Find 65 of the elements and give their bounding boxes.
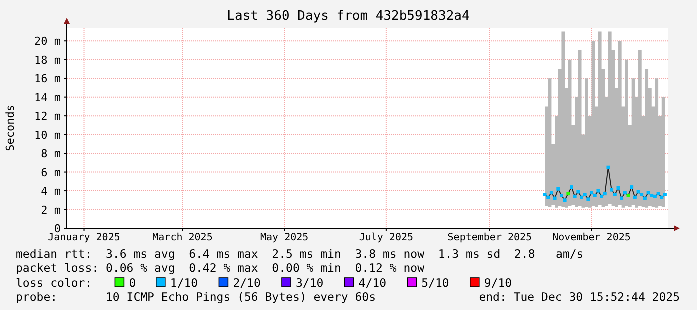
point	[563, 198, 567, 202]
point	[663, 193, 667, 197]
y-tick-label: 20 m	[34, 35, 62, 48]
point	[606, 166, 610, 170]
point	[630, 186, 634, 190]
legend-label: 0	[129, 276, 136, 290]
point	[570, 186, 574, 190]
point	[560, 194, 564, 198]
legend-label: 9/10	[484, 276, 512, 290]
point	[550, 191, 554, 195]
point	[596, 189, 600, 193]
y-axis-title: Seconds	[4, 105, 17, 152]
text: end: Tue Dec 30 15:52:44 2025	[479, 290, 680, 304]
text: median rtt: 3.6 ms avg 6.4 ms max 2.5 ms min 3.8 ms now 1.3 ms sd 2.8 am/s	[16, 247, 584, 261]
point	[583, 193, 587, 197]
point	[640, 193, 644, 197]
x-tick-label: March 2025	[152, 232, 213, 244]
point	[643, 196, 647, 200]
y-tick-label: 4 m	[41, 185, 62, 198]
point	[580, 196, 584, 200]
legend-title: loss color:	[16, 276, 92, 290]
point	[546, 196, 550, 200]
y-tick-label: 16 m	[34, 72, 62, 86]
x-tick-label: July 2025	[359, 232, 414, 244]
y-tick-label: 8 m	[41, 148, 62, 161]
legend-label: 3/10	[296, 276, 324, 290]
point	[566, 192, 570, 196]
point	[613, 193, 617, 197]
point	[593, 194, 597, 198]
point	[653, 194, 657, 198]
point	[573, 194, 577, 198]
point	[543, 193, 547, 197]
y-tick-label: 6 m	[41, 166, 62, 180]
point	[660, 196, 664, 200]
point	[650, 194, 654, 198]
y-tick-label: 18 m	[34, 54, 62, 67]
point	[603, 192, 607, 196]
x-tick-label: May 2025	[260, 232, 309, 244]
point	[586, 198, 590, 202]
point	[633, 196, 637, 200]
y-tick-label: 10 m	[34, 128, 62, 142]
y-tick-label: 12 m	[34, 110, 62, 124]
legend-label: 5/10	[422, 276, 450, 290]
x-tick-label: September 2025	[448, 232, 532, 244]
x-tick-label: January 2025	[48, 232, 120, 244]
point	[610, 188, 614, 192]
point	[600, 194, 604, 198]
legend-label: 2/10	[233, 276, 261, 290]
point	[656, 192, 660, 196]
point	[646, 191, 650, 195]
point	[590, 191, 594, 195]
x-tick-label: November 2025	[552, 232, 631, 244]
point	[576, 190, 580, 194]
point	[623, 191, 627, 195]
legend-label: 4/10	[358, 276, 387, 290]
y-tick-label: 14 m	[34, 91, 62, 104]
y-tick-label: 2 m	[41, 204, 62, 217]
chart-title: Last 360 Days from 432b591832a4	[227, 9, 470, 24]
point	[553, 196, 557, 200]
legend-label: 1/10	[170, 276, 198, 290]
text: probe: 10 ICMP Echo Pings (56 Bytes) every 60s	[16, 290, 376, 304]
point	[556, 187, 560, 191]
y-tick-label: 0	[54, 222, 61, 236]
point	[620, 196, 624, 200]
text: packet loss: 0.06 % avg 0.42 % max 0.00 % min 0.12 % now	[16, 261, 425, 275]
